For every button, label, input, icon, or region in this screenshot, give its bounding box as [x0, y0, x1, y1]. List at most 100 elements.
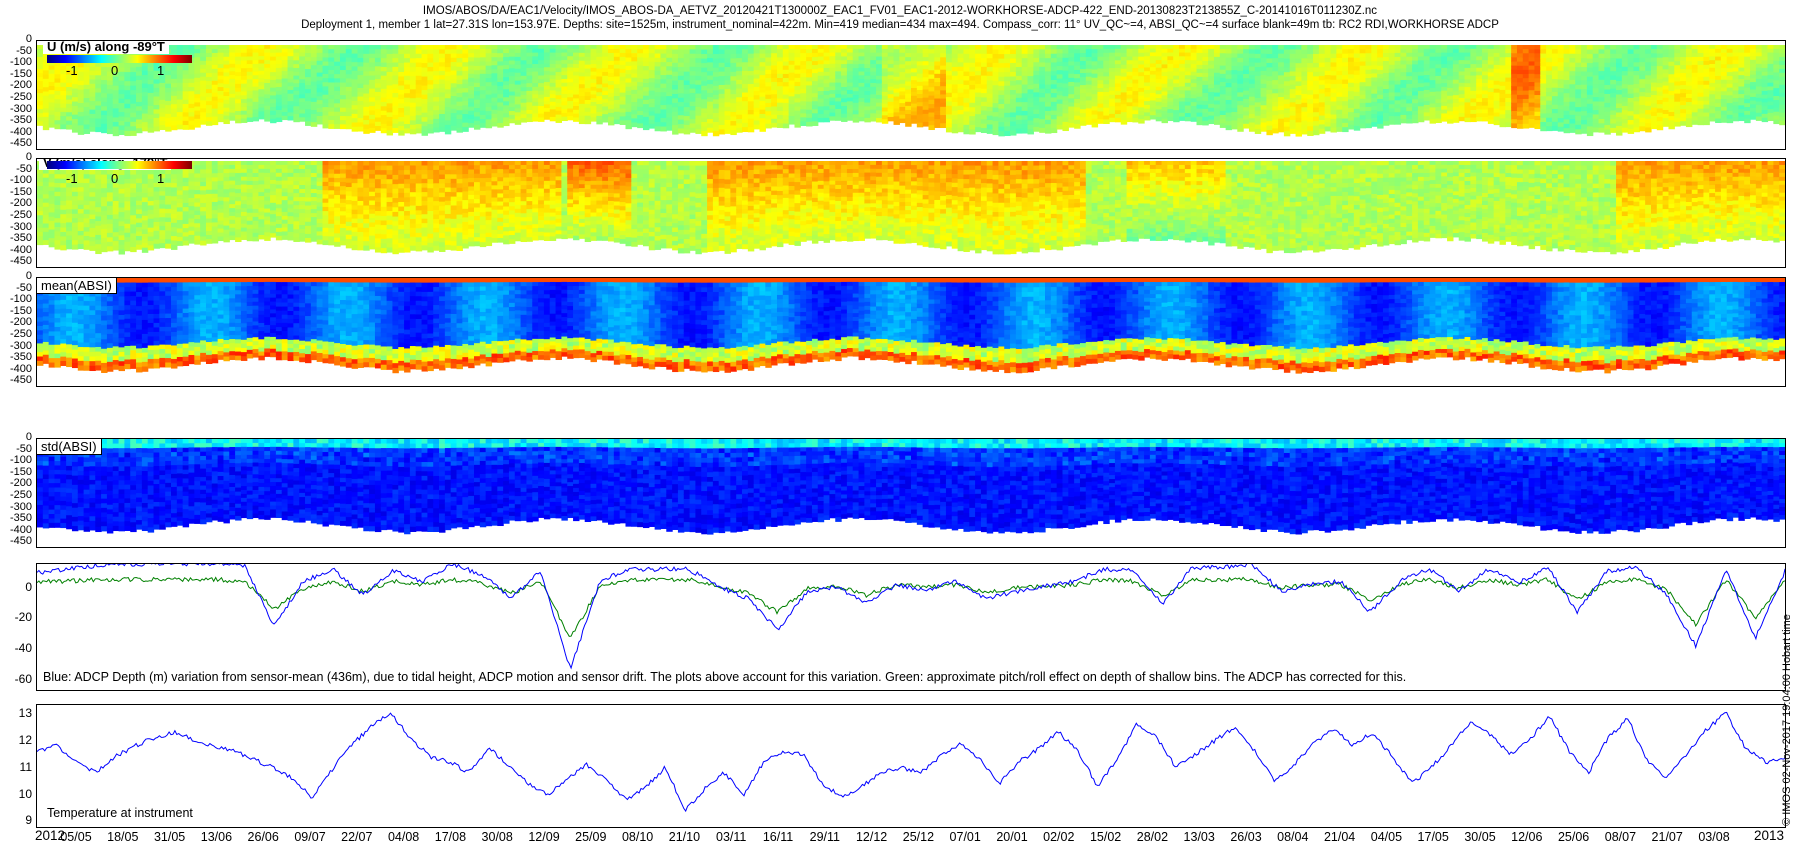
x-tick-label: 15/02 — [1090, 830, 1121, 844]
x-tick-label: 25/06 — [1558, 830, 1589, 844]
u-panel-title: U (m/s) along -89°T — [43, 41, 169, 54]
x-tick-label: 20/01 — [996, 830, 1027, 844]
depth-ytick: -450 — [0, 255, 32, 267]
depth-ytick: -250 — [0, 489, 32, 501]
depth-ytick: 0 — [0, 33, 32, 45]
depth-ytick: -350 — [0, 351, 32, 363]
x-tick-label: 31/05 — [154, 830, 185, 844]
std-absi-label: std(ABSI) — [37, 439, 102, 455]
std-absi-canvas — [37, 439, 1785, 535]
sidebar-text: © IMOS 02-Nov-2017 19:04:00 Hobart time — [1781, 614, 1793, 826]
u-colorbar-tick-neg1: -1 — [66, 63, 78, 78]
depth-ytick: -100 — [0, 293, 32, 305]
depth-ytick: -400 — [0, 126, 32, 138]
depth-ytick: -200 — [0, 197, 32, 209]
heatmap-cells — [37, 161, 1785, 255]
depth-ytick: -250 — [0, 209, 32, 221]
depth-ytick: -300 — [0, 221, 32, 233]
depth-ytick: -150 — [0, 466, 32, 478]
mean-absi-label: mean(ABSI) — [37, 278, 117, 294]
temperature-line-canvas — [37, 711, 1785, 813]
series-line-0 — [37, 576, 1785, 637]
u-heatmap-canvas — [37, 45, 1785, 137]
depth-ytick: -100 — [0, 454, 32, 466]
depth-ytick: -100 — [0, 174, 32, 186]
x-tick-label: 16/11 — [763, 830, 793, 844]
series-line-1 — [37, 564, 1785, 670]
v-colorbar-tick-0: 0 — [111, 171, 118, 186]
x-tick-label: 21/04 — [1324, 830, 1355, 844]
depth-plot-annotation: Blue: ADCP Depth (m) variation from sens… — [43, 670, 1407, 684]
x-tick-label: 12/09 — [528, 830, 559, 844]
x-tick-label: 05/05 — [60, 830, 91, 844]
depth-ytick: -300 — [0, 340, 32, 352]
depth-ytick-neg20: -20 — [0, 610, 32, 624]
x-tick-label: 17/05 — [1418, 830, 1449, 844]
depth-ytick: 0 — [0, 270, 32, 282]
x-tick-label: 08/04 — [1277, 830, 1308, 844]
temp-ytick-11: 11 — [0, 760, 32, 774]
v-colorbar-tick-neg1: -1 — [66, 171, 78, 186]
depth-ytick: -300 — [0, 501, 32, 513]
v-colorbar-tick-1: 1 — [157, 171, 164, 186]
depth-ytick: -250 — [0, 328, 32, 340]
series-line-0 — [37, 711, 1785, 813]
depth-ytick-neg40: -40 — [0, 641, 32, 655]
depth-ytick: -200 — [0, 79, 32, 91]
depth-ytick: -350 — [0, 232, 32, 244]
depth-ytick: -350 — [0, 114, 32, 126]
imos-timestamp-sidebar: © IMOS 02-Nov-2017 19:04:00 Hobart time — [1779, 600, 1795, 840]
x-tick-label: 17/08 — [435, 830, 466, 844]
v-colorbar — [47, 161, 192, 169]
x-axis-date-labels: 2012 2013 05/05 18/05 31/05 13/06 26/06 09/07… — [35, 828, 1786, 848]
u-colorbar-tick-0: 0 — [111, 63, 118, 78]
u-colorbar-tick-1: 1 — [157, 63, 164, 78]
x-year-end: 2013 — [1754, 828, 1784, 843]
mean-absi-heatmap: mean(ABSI) — [36, 277, 1786, 387]
temp-ytick-9: 9 — [0, 813, 32, 827]
depth-ytick: -400 — [0, 524, 32, 536]
depth-ytick: -50 — [0, 282, 32, 294]
depth-ytick: -50 — [0, 443, 32, 455]
depth-ytick: -450 — [0, 535, 32, 547]
x-tick-label: 25/12 — [903, 830, 934, 844]
depth-ytick: -400 — [0, 244, 32, 256]
depth-ytick: 0 — [0, 431, 32, 443]
depth-ytick: -400 — [0, 363, 32, 375]
x-tick-label: 30/08 — [482, 830, 513, 844]
depth-ytick: -150 — [0, 68, 32, 80]
x-tick-label: 29/11 — [810, 830, 840, 844]
x-tick-label: 08/07 — [1605, 830, 1636, 844]
depth-ytick: -150 — [0, 305, 32, 317]
mean-absi-canvas — [37, 278, 1785, 374]
x-tick-label: 03/11 — [716, 830, 746, 844]
x-tick-label: 26/03 — [1230, 830, 1261, 844]
file-path-title: IMOS/ABOS/DA/EAC1/Velocity/IMOS_ABOS-DA_… — [0, 5, 1800, 17]
x-year-start: 2012 — [35, 828, 65, 843]
x-tick-label: 04/08 — [388, 830, 419, 844]
x-tick-label: 03/08 — [1698, 830, 1729, 844]
depth-ytick: -450 — [0, 137, 32, 149]
temp-ytick-10: 10 — [0, 787, 32, 801]
depth-line-canvas — [37, 564, 1785, 670]
heatmap-cells — [37, 278, 1785, 374]
x-tick-label: 07/01 — [950, 830, 981, 844]
depth-ytick: 0 — [0, 151, 32, 163]
x-tick-label: 21/10 — [669, 830, 700, 844]
u-colorbar — [47, 55, 192, 63]
adcp-depth-variation-plot: Blue: ADCP Depth (m) variation from sens… — [36, 563, 1786, 691]
temperature-label: Temperature at instrument — [47, 806, 193, 820]
depth-ytick: -100 — [0, 56, 32, 68]
temp-ytick-12: 12 — [0, 733, 32, 747]
x-tick-label: 28/02 — [1137, 830, 1168, 844]
x-tick-label: 12/06 — [1511, 830, 1542, 844]
depth-ytick: -300 — [0, 103, 32, 115]
u-velocity-heatmap: U (m/s) along -89°T -1 0 1 — [36, 40, 1786, 150]
depth-ytick-0: 0 — [0, 580, 32, 594]
x-tick-label: 18/05 — [107, 830, 138, 844]
depth-ytick: -150 — [0, 186, 32, 198]
x-tick-label: 22/07 — [341, 830, 372, 844]
depth-ytick-neg60: -60 — [0, 672, 32, 686]
depth-ytick: -450 — [0, 374, 32, 386]
temp-ytick-13: 13 — [0, 706, 32, 720]
